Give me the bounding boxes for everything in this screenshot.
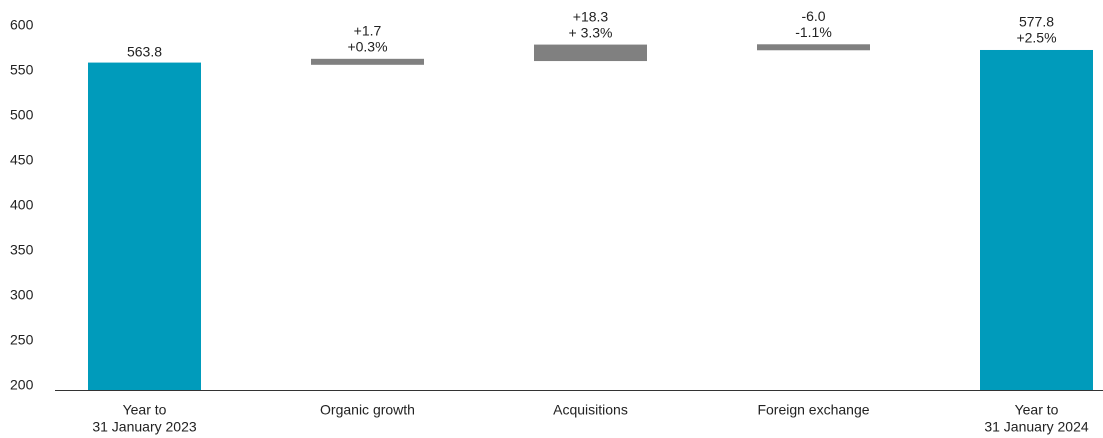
y-tick-label: 500	[10, 107, 34, 123]
x-tick-label: 31 January 2023	[92, 419, 197, 435]
x-tick-label: Acquisitions	[553, 402, 628, 418]
value-label: +1.7	[354, 23, 382, 39]
change-label: -1.1%	[795, 24, 832, 40]
value-label: -6.0	[801, 8, 825, 24]
value-label: +18.3	[573, 8, 609, 24]
x-tick-label: Organic growth	[320, 402, 415, 418]
y-tick-label: 400	[10, 197, 34, 213]
y-tick-label: 550	[10, 62, 34, 78]
value-label: 577.8	[1019, 14, 1054, 30]
change-bar	[757, 44, 870, 51]
total-bar	[980, 49, 1093, 390]
y-tick-label: 300	[10, 287, 34, 303]
total-bar	[88, 62, 201, 390]
y-tick-label: 200	[10, 377, 34, 393]
change-label: +2.5%	[1016, 30, 1056, 46]
y-tick-label: 250	[10, 332, 34, 348]
x-tick-label: Year to	[1015, 402, 1059, 418]
y-tick-label: 600	[10, 17, 34, 33]
x-tick-label: Year to	[123, 402, 167, 418]
change-bar	[311, 58, 424, 65]
x-tick-label: 31 January 2024	[984, 419, 1089, 435]
value-label: 563.8	[127, 43, 162, 59]
x-tick-label: Foreign exchange	[757, 402, 869, 418]
y-tick-label: 350	[10, 242, 34, 258]
change-bar	[534, 44, 647, 62]
change-label: +0.3%	[347, 39, 387, 55]
y-tick-label: 450	[10, 152, 34, 168]
change-label: + 3.3%	[569, 24, 613, 40]
